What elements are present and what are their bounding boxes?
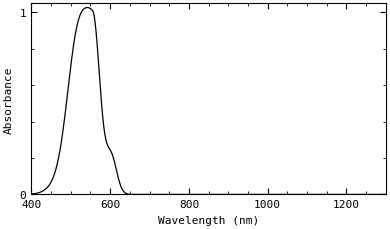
Y-axis label: Absorbance: Absorbance bbox=[4, 66, 14, 133]
X-axis label: Wavelength (nm): Wavelength (nm) bbox=[158, 215, 259, 225]
